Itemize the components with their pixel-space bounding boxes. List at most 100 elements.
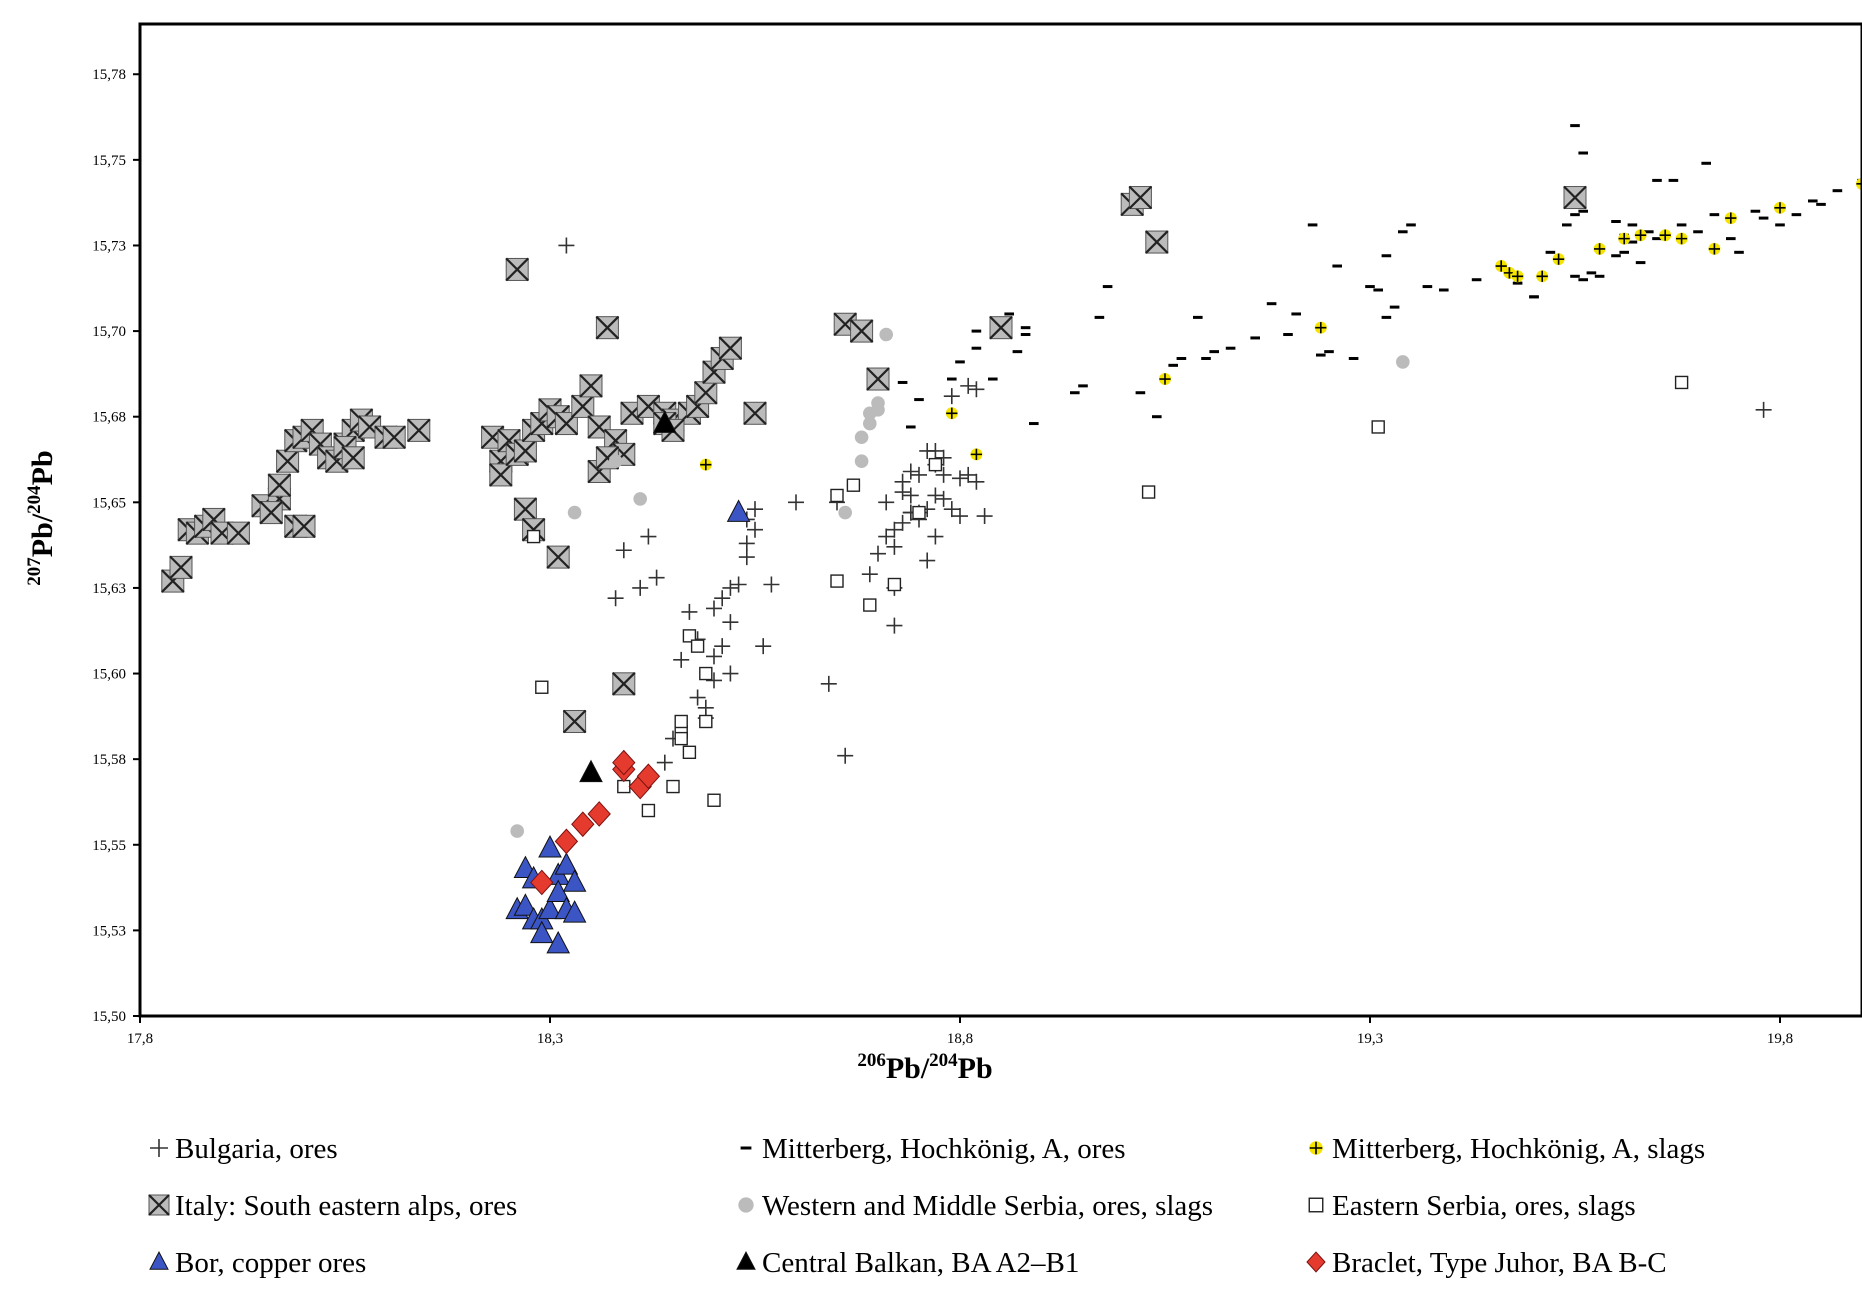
legend-marker	[1306, 1251, 1326, 1273]
data-point	[1708, 242, 1721, 255]
y-tick-label: 15,53	[92, 923, 126, 939]
data-point	[1135, 391, 1146, 395]
data-point	[648, 569, 665, 586]
data-point	[1141, 485, 1156, 499]
data-point	[1128, 185, 1153, 210]
data-point	[1594, 274, 1605, 278]
data-point	[1652, 237, 1662, 241]
data-point	[1578, 278, 1588, 282]
data-point	[830, 574, 844, 588]
data-point	[943, 501, 960, 518]
data-point	[947, 377, 957, 381]
data-point	[571, 811, 595, 838]
data-point	[747, 501, 763, 518]
y-tick-label: 15,73	[92, 238, 126, 254]
data-point	[1791, 213, 1802, 217]
data-point	[169, 555, 193, 580]
data-point	[1209, 350, 1219, 354]
data-point	[928, 457, 943, 472]
data-point	[699, 714, 713, 729]
data-point	[897, 380, 908, 384]
data-point	[267, 473, 292, 497]
data-point	[1674, 375, 1689, 390]
data-point	[682, 745, 697, 760]
data-point	[617, 779, 631, 794]
data-point	[1332, 264, 1342, 268]
data-point	[1307, 223, 1318, 227]
data-point	[1755, 401, 1772, 418]
data-point	[763, 576, 780, 593]
data-point	[866, 367, 890, 391]
data-point	[863, 416, 877, 431]
x-tick-labels: 17,8 18,3 18,8 19,3 19,8	[127, 1031, 1793, 1047]
data-point	[838, 505, 852, 520]
data-point	[1371, 420, 1385, 434]
legend-label: Eastern Serbia, ores, slags	[1332, 1190, 1636, 1222]
legend-marker	[738, 1197, 754, 1213]
data-point	[546, 545, 570, 569]
y-tick-label: 15,65	[92, 495, 126, 511]
data-point	[788, 494, 804, 511]
y-tick-label: 15,55	[92, 838, 126, 854]
legend-label: Mitterberg, Hochkönig, A, slags	[1332, 1133, 1705, 1165]
data-point	[1145, 230, 1169, 254]
data-point	[1159, 373, 1171, 386]
data-point	[1808, 199, 1818, 203]
data-point	[1701, 161, 1711, 165]
legend-item: Braclet, Type Juhor, BA B-C	[1306, 1247, 1667, 1279]
data-point	[878, 528, 895, 545]
data-point	[976, 508, 993, 525]
data-point	[513, 439, 538, 463]
data-point	[1659, 229, 1672, 242]
legend: Bulgaria, ores Mitterberg, Hochkönig, A, …	[148, 1133, 1705, 1279]
data-point	[579, 374, 603, 398]
data-point	[935, 466, 952, 483]
data-point	[674, 714, 688, 729]
data-point	[633, 492, 647, 506]
data-point	[275, 449, 300, 473]
legend-marker	[1308, 1197, 1324, 1213]
data-point	[863, 598, 877, 612]
data-point	[854, 430, 869, 445]
data-point	[690, 639, 705, 653]
data-point	[820, 675, 837, 692]
data-point	[707, 793, 721, 807]
data-point	[730, 576, 747, 593]
data-point	[1618, 232, 1631, 245]
data-point	[911, 466, 927, 483]
data-point	[706, 648, 722, 665]
data-point	[1634, 229, 1647, 242]
data-point	[714, 638, 731, 655]
x-axis-title: 206Pb/204Pb	[857, 1050, 992, 1085]
legend-marker	[148, 1194, 170, 1216]
legend-item: Bor, copper ores	[149, 1247, 366, 1279]
data-point	[1316, 353, 1326, 357]
data-point	[722, 614, 739, 631]
data-point	[1552, 253, 1565, 266]
y-tick-label: 15,58	[92, 752, 126, 768]
data-point	[612, 672, 636, 696]
data-point	[1396, 355, 1410, 369]
data-point	[714, 590, 731, 607]
data-point	[1176, 356, 1187, 360]
data-point	[562, 869, 587, 892]
data-point	[1570, 274, 1580, 278]
data-point	[912, 505, 926, 520]
data-point	[945, 407, 958, 420]
data-point	[871, 403, 885, 417]
data-point	[1406, 223, 1416, 227]
data-point	[1070, 391, 1080, 395]
data-point	[1012, 350, 1023, 354]
legend-marker	[150, 1139, 168, 1157]
data-point	[738, 549, 755, 566]
legend-item: Central Balkan, BA A2–B1	[736, 1247, 1079, 1279]
data-point	[887, 577, 902, 592]
data-point	[699, 666, 713, 681]
data-point	[694, 380, 718, 405]
axis-ticks	[133, 73, 1781, 1023]
data-point	[681, 603, 698, 620]
data-point	[837, 747, 854, 764]
data-point	[706, 672, 722, 689]
data-point	[1774, 201, 1786, 214]
